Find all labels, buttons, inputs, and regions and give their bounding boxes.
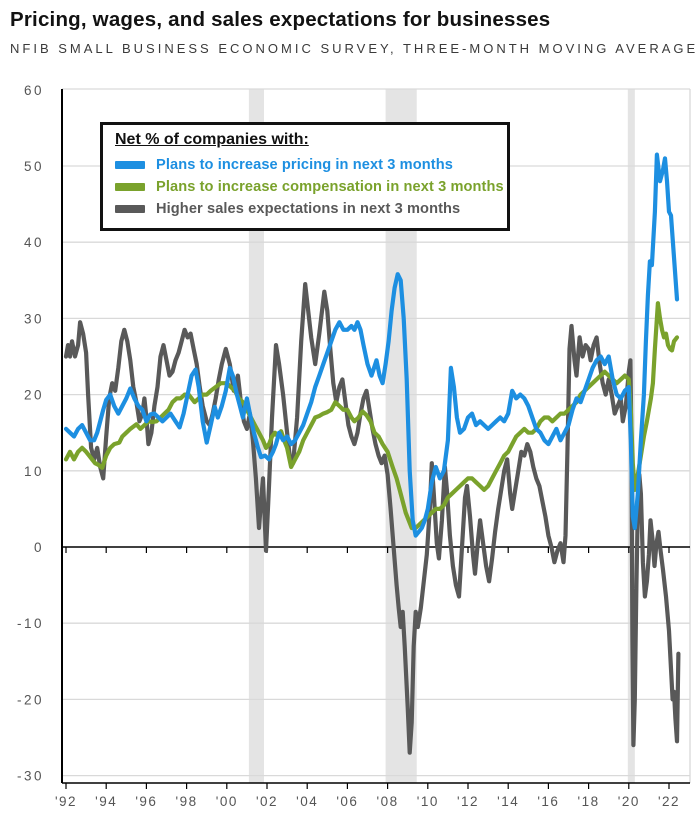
- x-axis-label: '10: [417, 794, 439, 809]
- y-axis-label: 20: [24, 388, 44, 403]
- y-axis-label: -30: [17, 769, 44, 784]
- legend-title: Net % of companies with:: [115, 131, 309, 148]
- legend-item-sales: Higher sales expectations in next 3 mont…: [115, 198, 497, 220]
- x-axis-label: '06: [336, 794, 358, 809]
- x-axis-label: '94: [95, 794, 117, 809]
- x-axis-label: '16: [537, 794, 559, 809]
- y-axis-label: -20: [17, 692, 44, 707]
- x-axis-label: '04: [296, 794, 318, 809]
- x-axis-label: '08: [377, 794, 399, 809]
- x-axis-label: '18: [578, 794, 600, 809]
- legend-label-sales: Higher sales expectations in next 3 mont…: [156, 201, 461, 217]
- y-axis-label: 30: [24, 311, 44, 326]
- sales-line-swatch: [115, 205, 145, 213]
- x-axis-label: '98: [176, 794, 198, 809]
- y-axis-label: 50: [24, 159, 44, 174]
- x-axis-label: '12: [457, 794, 479, 809]
- y-axis-label: 0: [34, 540, 44, 555]
- x-axis-label: '92: [55, 794, 77, 809]
- page-subtitle: NFIB SMALL BUSINESS ECONOMIC SURVEY, THR…: [10, 41, 699, 56]
- y-axis-label: -10: [17, 616, 44, 631]
- legend-label-pricing: Plans to increase pricing in next 3 mont…: [156, 157, 453, 173]
- x-axis-label: '02: [256, 794, 278, 809]
- legend-label-compensation: Plans to increase compensation in next 3…: [156, 179, 504, 195]
- x-axis-label: '20: [618, 794, 640, 809]
- series-line-pricing: [63, 152, 680, 538]
- y-axis-label: 10: [24, 464, 44, 479]
- x-axis-label: '22: [658, 794, 680, 809]
- series-line-compensation: [63, 301, 680, 531]
- series-line-sales: [63, 282, 681, 755]
- x-axis-label: '00: [216, 794, 238, 809]
- legend-item-pricing: Plans to increase pricing in next 3 mont…: [115, 154, 497, 176]
- legend-item-compensation: Plans to increase compensation in next 3…: [115, 176, 504, 198]
- y-axis-label: 40: [24, 235, 44, 250]
- pricing-line-swatch: [115, 161, 145, 169]
- page-title: Pricing, wages, and sales expectations f…: [10, 8, 551, 31]
- x-axis-label: '96: [135, 794, 157, 809]
- legend: Net % of companies with: Plans to increa…: [100, 122, 510, 231]
- compensation-line-swatch: [115, 183, 145, 191]
- y-axis-label: 60: [24, 83, 44, 98]
- x-axis-label: '14: [497, 794, 519, 809]
